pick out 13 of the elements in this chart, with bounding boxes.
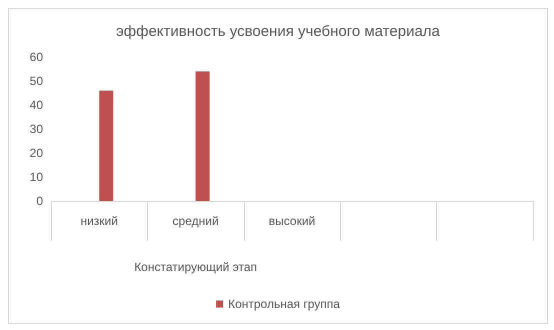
y-tick-label: 40 <box>30 98 44 112</box>
chart-title: эффективность усвоения учебного материала <box>116 23 441 40</box>
legend-label: Контрольная группа <box>228 297 340 311</box>
x-tick-label: средний <box>172 214 219 228</box>
y-tick-label: 20 <box>30 146 44 160</box>
y-tick-label: 30 <box>30 122 44 136</box>
y-tick-label: 0 <box>36 194 44 208</box>
y-tick-label: 50 <box>30 74 44 88</box>
x-tick-label: высокий <box>268 214 316 228</box>
y-tick-label: 60 <box>30 50 44 64</box>
x-axis-title: Констатирующий этап <box>134 260 258 274</box>
y-tick-label: 10 <box>30 170 44 184</box>
x-tick-label: низкий <box>80 214 118 228</box>
